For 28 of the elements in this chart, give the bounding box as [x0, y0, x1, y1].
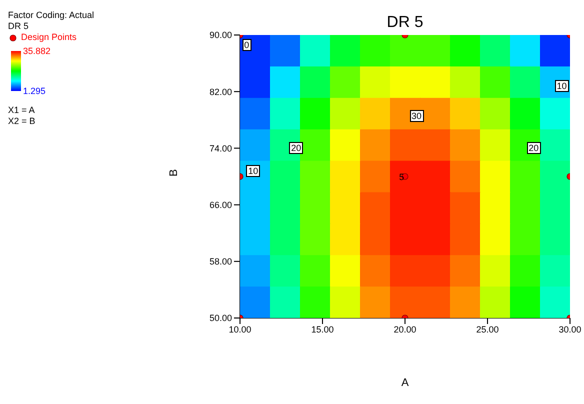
y-tick-label: 50.00 [209, 313, 232, 324]
annotation: 20 [526, 142, 541, 154]
annotation: 30 [410, 110, 424, 122]
text: X2 = B [8, 116, 36, 127]
x-axis-title: A [401, 377, 410, 389]
y-tick-label: 66.00 [209, 200, 232, 210]
annotation: 20 [289, 142, 304, 154]
annotation: 10 [246, 164, 260, 177]
color-bar-label: 1.295 [23, 86, 46, 96]
chart-title: DR 5 [386, 14, 424, 32]
x-tick-label: 15.00 [311, 324, 334, 334]
color-bar-title: DR 5 [8, 21, 30, 32]
color-bar-label: 35.882 [23, 46, 51, 56]
y-tick-label: 82.00 [209, 86, 232, 97]
x-tick-label: 10.00 [228, 324, 252, 334]
text: X1 = A [8, 105, 36, 116]
y-tick-label: 74.00 [209, 143, 232, 154]
x-tick-label: 20.00 [394, 324, 416, 334]
annotation: 0 [242, 38, 252, 51]
y-tick-label: 90.00 [209, 30, 232, 40]
annotation: 5 [398, 172, 406, 182]
text: Factor Coding: Actual [8, 10, 94, 21]
y-tick-label: 58.00 [209, 256, 232, 267]
legend-label: Design Points [20, 32, 78, 43]
y-axis-title: B [168, 169, 180, 176]
annotation: 10 [554, 80, 569, 92]
x-tick-label: 30.00 [558, 324, 582, 334]
x-tick-label: 25.00 [476, 324, 499, 334]
